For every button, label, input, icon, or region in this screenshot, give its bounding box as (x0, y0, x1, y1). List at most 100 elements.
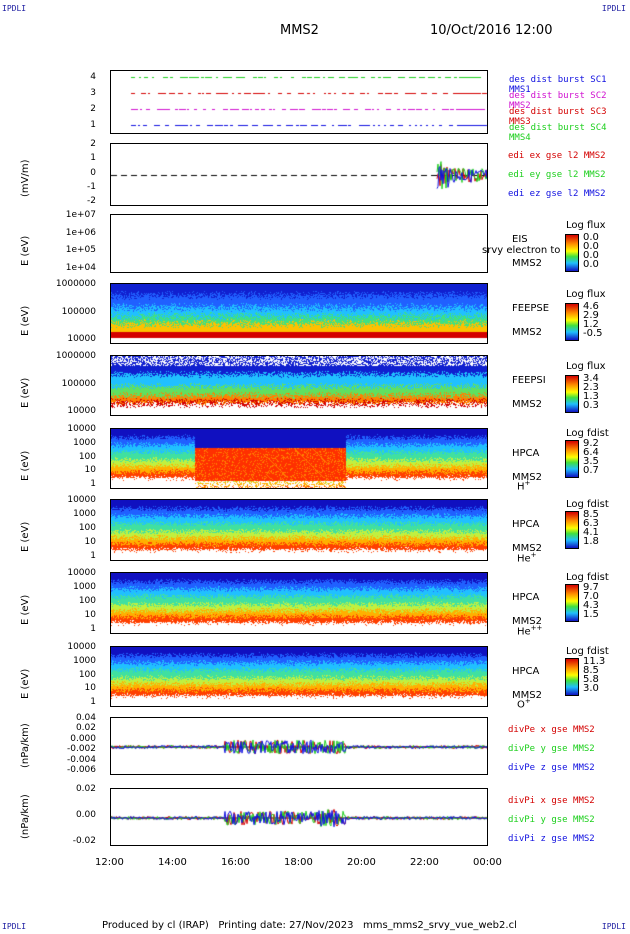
colorbar-value: 0.0 (583, 259, 599, 270)
panel-hpca-o- (110, 646, 488, 707)
species-label: O+ (517, 697, 531, 710)
colorbar-value: -0.5 (583, 328, 603, 339)
species-name: He (517, 626, 531, 638)
y-tick-label: 1000 (73, 509, 96, 519)
y-tick-label: 2 (90, 139, 96, 149)
y-tick-label: 10 (84, 537, 96, 547)
panel-hpca-h- (110, 428, 488, 489)
y-tick-label: 1 (90, 624, 96, 634)
y-tick-label: 10 (84, 610, 96, 620)
y-tick-label: 0.00 (75, 810, 96, 820)
colorbar-value: 2.3 (583, 382, 599, 393)
panel-divpe (110, 717, 488, 775)
colorbar-value: 9.2 (583, 438, 599, 449)
instrument-label: HPCA (512, 519, 540, 530)
x-tick-label: 20:00 (347, 857, 376, 868)
colorbar (565, 658, 579, 696)
y-axis-label: E (eV) (20, 305, 31, 336)
date-title: 10/Oct/2016 12:00 (430, 23, 553, 38)
x-tick-label: 14:00 (158, 857, 187, 868)
legend-entry: divPi z gse MMS2 (508, 834, 595, 844)
legend-entry: divPe y gse MMS2 (508, 744, 595, 754)
instrument-label: MMS2 (512, 472, 542, 483)
legend-entry: divPe x gse MMS2 (508, 725, 595, 735)
colorbar-value: 1.3 (583, 391, 599, 402)
legend-entry: edi ez gse l2 MMS2 (508, 189, 606, 199)
colorbar (565, 375, 579, 413)
colorbar-title: Log fdist (566, 499, 609, 510)
panel-hpca-he- (110, 572, 488, 634)
y-tick-label: 10000 (67, 334, 96, 344)
y-tick-label: 10 (84, 683, 96, 694)
colorbar-value: 3.4 (583, 373, 599, 384)
y-axis-label: E (eV) (20, 235, 31, 266)
y-tick-label: 10000 (67, 406, 96, 416)
panel-plot-area (111, 647, 487, 706)
spacecraft-title: MMS2 (280, 23, 319, 38)
y-tick-label: 1e+07 (65, 210, 96, 220)
colorbar-value: 0.7 (583, 465, 599, 476)
instrument-label: MMS2 (512, 258, 542, 269)
y-tick-label: 1 (90, 153, 96, 164)
colorbar-value: 3.5 (583, 456, 599, 467)
instrument-label: FEEPSE (512, 303, 550, 314)
corner-label-bottom-right: IPDLI (601, 922, 626, 931)
x-tick-label: 22:00 (410, 857, 439, 868)
colorbar-value: 2.9 (583, 310, 599, 321)
y-tick-label: 0.02 (75, 723, 96, 734)
colorbar-title: Log fdist (566, 428, 609, 439)
footer-text: Produced by cl (IRAP) Printing date: 27/… (102, 920, 517, 931)
y-tick-label: 3 (90, 88, 96, 98)
colorbar-value: 1.5 (583, 609, 599, 620)
colorbar-value: 0.3 (583, 400, 599, 411)
colorbar-value: 0.0 (583, 241, 599, 252)
y-tick-label: 0 (90, 167, 96, 178)
colorbar-value: 1.8 (583, 536, 599, 547)
legend-entry: des dist burst SC3 MMS3 (509, 107, 607, 127)
y-tick-label: -0.002 (66, 744, 96, 755)
panel-plot-area (111, 71, 487, 133)
legend-entry: des dist burst SC1 MMS1 (509, 75, 607, 95)
colorbar-title: Log fdist (566, 572, 609, 583)
y-axis-label: E (eV) (20, 668, 31, 699)
colorbar-value: 11.3 (583, 656, 606, 667)
instrument-label: HPCA (512, 666, 540, 677)
legend-entry: divPi y gse MMS2 (508, 815, 595, 825)
species-name: H (517, 481, 525, 493)
panel-feepsi (110, 355, 488, 416)
colorbar (565, 234, 579, 272)
colorbar-title: Log fdist (566, 646, 609, 657)
y-tick-label: 0.02 (75, 784, 96, 794)
colorbar (565, 440, 579, 478)
colorbar-title: Log flux (566, 289, 606, 300)
y-tick-label: 100 (78, 523, 96, 533)
y-tick-label: 1000 (73, 437, 96, 448)
colorbar-title: Log flux (566, 361, 606, 372)
colorbar-value: 6.3 (583, 518, 599, 529)
instrument-label: EIS (512, 234, 528, 245)
instrument-label: FEEPSI (512, 375, 546, 386)
y-tick-label: -0.006 (66, 765, 96, 775)
instrument-label: MMS2 (512, 327, 542, 338)
colorbar-value: 1.2 (583, 319, 599, 330)
y-axis-label: E (eV) (20, 377, 31, 408)
y-tick-label: 10000 (67, 568, 96, 578)
instrument-label: HPCA (512, 592, 540, 603)
colorbar-title: Log flux (566, 220, 606, 231)
y-tick-label: 100 (78, 669, 96, 680)
y-tick-label: 100000 (61, 378, 96, 389)
x-tick-label: 00:00 (473, 857, 502, 868)
instrument-label: MMS2 (512, 543, 542, 554)
panel-plot-area (111, 500, 487, 560)
panel-hpca-he- (110, 499, 488, 561)
y-tick-label: 1 (90, 551, 96, 561)
y-axis-label: (nPa/km) (20, 723, 31, 768)
colorbar-value: 4.6 (583, 301, 599, 312)
legend-entry: des dist burst SC4 MMS4 (509, 123, 607, 143)
y-tick-label: 0.000 (70, 733, 96, 744)
colorbar (565, 303, 579, 341)
y-tick-label: 1e+05 (65, 245, 96, 256)
y-tick-label: 1000000 (55, 351, 96, 361)
overlay-text: srvy electron to (482, 245, 561, 256)
y-tick-label: 100 (78, 596, 96, 606)
